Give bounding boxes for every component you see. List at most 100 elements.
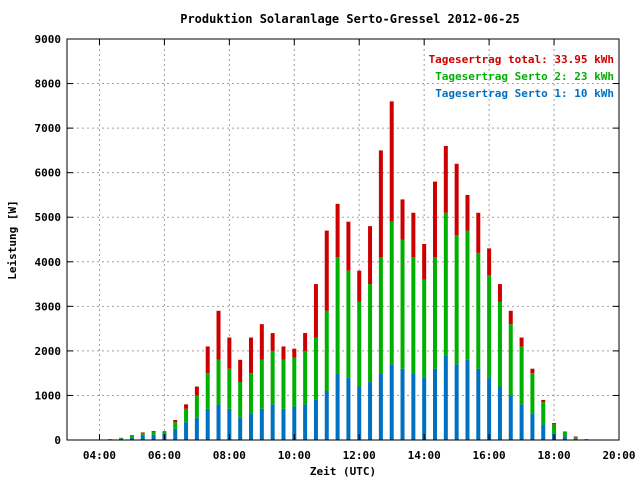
bar-segment-1 [487,377,492,440]
bar-segment-3 [194,386,199,396]
bar-series-group [108,101,589,441]
bar-segment-3 [335,203,340,258]
bar-segment-2 [119,437,124,439]
bar-segment-2 [487,275,492,378]
bar-segment-1 [497,386,502,440]
bar-segment-3 [324,230,329,311]
bar-segment-2 [346,270,351,378]
bar-segment-2 [368,284,373,383]
bar-segment-2 [357,301,362,387]
bar-segment-2 [184,408,189,423]
bar-segment-3 [562,431,567,433]
bar-segment-2 [508,324,513,396]
bar-segment-1 [443,355,448,440]
bar-segment-3 [346,221,351,271]
x-axis-label: Zeit (UTC) [310,465,376,478]
y-axis-label: Leistung [W] [6,200,19,279]
bar-segment-2 [281,359,286,409]
x-tick-label: 18:00 [537,449,570,462]
grid-lines [67,39,619,440]
bar-segment-3 [216,310,221,360]
bar-segment-1 [541,424,546,440]
y-axis-ticks: 0 1000 2000 3000 4000 5000 6000 7000 8000 9000 [35,33,619,447]
bar-segment-2 [335,257,340,374]
bar-segment-1 [530,413,535,440]
y-tick-label: 7000 [35,122,62,135]
bar-segment-1 [184,422,189,440]
bar-segment-3 [357,270,362,302]
bar-segment-1 [335,373,340,440]
y-tick-label: 8000 [35,78,62,91]
bar-segment-1 [119,438,124,440]
y-tick-label: 6000 [35,167,62,180]
bar-segment-2 [205,373,210,409]
bar-segment-1 [422,377,427,440]
plot-frame [66,38,620,441]
bar-segment-1 [303,404,308,440]
x-tick-label: 06:00 [148,449,181,462]
bar-segment-3 [205,346,210,374]
bar-segment-3 [292,348,297,358]
y-tick-label: 5000 [35,211,62,224]
bar-segment-3 [184,404,189,409]
bar-segment-2 [552,424,557,434]
bar-segment-2 [400,239,405,369]
bar-segment-3 [400,199,405,240]
bar-segment-1 [454,364,459,440]
bar-segment-3 [465,194,470,231]
bar-segment-3 [389,101,394,222]
bar-segment-3 [530,368,535,374]
y-tick-label: 0 [54,434,61,447]
bar-segment-2 [108,439,113,440]
bar-segment-1 [227,408,232,440]
bar-segment-1 [313,399,318,440]
bar-segment-1 [129,437,134,440]
y-tick-label: 4000 [35,256,62,269]
bar-segment-2 [173,422,178,429]
bar-segment-2 [324,310,329,391]
x-tick-label: 04:00 [83,449,116,462]
legend-entry: Tagesertrag Serto 2: 23 kWh [435,70,614,83]
bar-segment-1 [519,404,524,440]
bar-segment-2 [433,257,437,369]
bar-segment-1 [476,368,481,440]
bar-segment-1 [259,408,264,440]
bar-segment-3 [541,399,546,403]
bar-segment-3 [303,333,308,351]
bar-segment-3 [454,163,459,236]
bar-segment-3 [368,226,373,285]
bar-segment-2 [216,359,221,405]
x-tick-label: 14:00 [408,449,441,462]
bar-segment-2 [573,436,578,439]
legend-entry: Tagesertrag Serto 1: 10 kWh [435,87,614,100]
bar-segment-3 [552,423,557,425]
bar-segment-3 [173,419,178,423]
bar-segment-2 [443,212,448,356]
bar-segment-1 [324,390,329,440]
bar-segment-1 [249,413,253,440]
bar-segment-3 [443,145,448,213]
bar-segment-3 [227,337,232,369]
bar-segment-1 [281,408,286,440]
x-tick-label: 16:00 [473,449,506,462]
bar-segment-2 [562,431,567,437]
bar-segment-1 [508,395,513,440]
bar-segment-2 [454,235,459,365]
legend-entry: Tagesertrag total: 33.95 kWh [429,53,614,66]
bar-segment-1 [465,359,470,440]
bar-segment-2 [292,357,297,407]
x-tick-label: 20:00 [602,449,635,462]
bar-segment-1 [368,382,373,440]
bar-segment-3 [487,248,492,276]
bar-segment-3 [151,431,156,432]
x-tick-label: 10:00 [278,449,311,462]
y-tick-label: 1000 [35,389,62,402]
bar-segment-1 [346,377,351,440]
bar-segment-2 [541,402,546,425]
bar-segment-2 [140,433,145,436]
bar-segment-2 [530,373,535,414]
bar-segment-2 [422,279,427,378]
bar-segment-3 [378,150,383,258]
bar-segment-1 [573,438,578,440]
